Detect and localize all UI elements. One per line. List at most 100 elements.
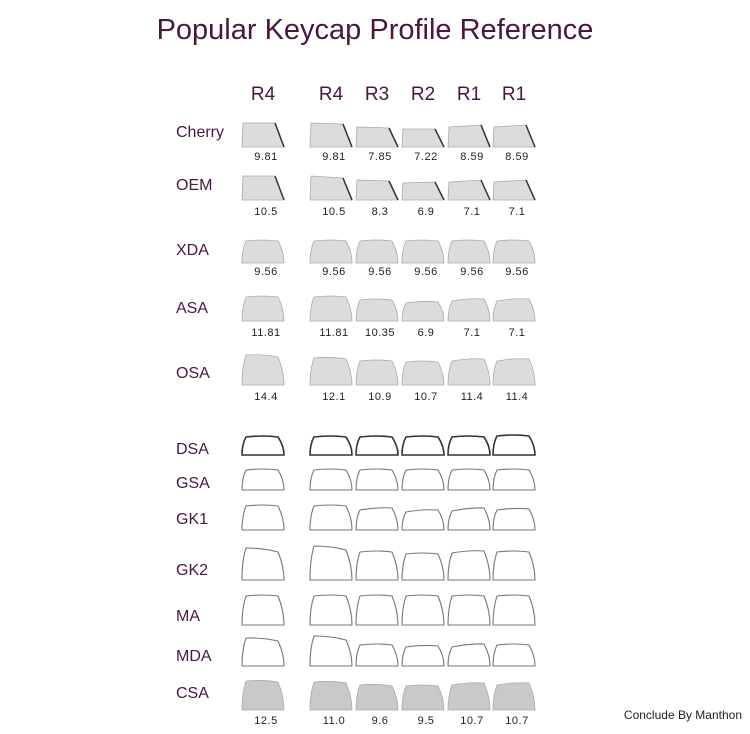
height-value: 7.1 <box>463 206 481 218</box>
keycap-edge-shadow <box>388 127 399 148</box>
height-value: 6.9 <box>417 206 435 218</box>
height-value: 10.5 <box>254 206 278 218</box>
keycap-ma-r3 <box>355 594 399 626</box>
height-value: 7.22 <box>414 151 438 163</box>
profile-label-osa: OSA <box>176 365 210 382</box>
profile-label-xda: XDA <box>176 242 209 259</box>
keycap-gsa-r1 <box>492 468 536 491</box>
keycap-mda-r4 <box>241 637 285 667</box>
column-header: R4 <box>250 84 276 105</box>
keycap-xda-r4 <box>309 239 353 264</box>
keycap-edge-shadow <box>388 180 399 201</box>
keycap-gsa-r4 <box>241 468 285 491</box>
keycap-gsa-r4 <box>309 468 353 491</box>
column-header: R3 <box>364 84 390 105</box>
keycap-edge-shadow <box>525 179 536 201</box>
height-value: 9.81 <box>254 151 278 163</box>
height-value: 8.59 <box>505 151 529 163</box>
keycap-mda-r3 <box>355 643 399 667</box>
credit-text: Conclude By Manthon <box>623 708 742 722</box>
height-value: 11.81 <box>251 327 281 339</box>
keycap-asa-r3 <box>355 298 399 322</box>
profile-label-dsa: DSA <box>176 441 209 458</box>
height-value: 10.7 <box>414 391 438 403</box>
keycap-mda-r1 <box>447 643 491 667</box>
keycap-oem-r1 <box>447 179 491 201</box>
height-value: 6.9 <box>417 327 435 339</box>
keycap-gk2-r1 <box>492 550 536 581</box>
column-header: R4 <box>318 84 344 105</box>
keycap-csa-r2 <box>401 684 445 711</box>
profile-label-gk2: GK2 <box>176 562 209 579</box>
keycap-mda-r1 <box>492 643 536 667</box>
height-value: 12.5 <box>254 715 278 727</box>
keycap-osa-r4 <box>309 357 353 386</box>
keycap-oem-r2 <box>401 181 445 201</box>
keycap-csa-r3 <box>355 684 399 711</box>
height-value: 9.56 <box>254 266 278 278</box>
keycap-ma-r1 <box>492 594 536 626</box>
height-value: 10.5 <box>322 206 346 218</box>
keycap-asa-r4 <box>241 295 285 322</box>
keycap-gk1-r1 <box>492 507 536 531</box>
keycap-asa-r4 <box>309 295 353 322</box>
height-value: 9.56 <box>460 266 484 278</box>
profile-label-csa: CSA <box>176 685 209 702</box>
height-value: 7.85 <box>368 151 392 163</box>
height-value: 11.81 <box>319 327 349 339</box>
page-title: Popular Keycap Profile Reference <box>156 14 594 46</box>
column-header: R1 <box>456 84 482 105</box>
height-value: 11.0 <box>322 715 346 727</box>
keycap-oem-r3 <box>355 179 399 201</box>
keycap-dsa-r2 <box>401 435 445 456</box>
keycap-osa-r1 <box>447 358 491 386</box>
keycap-mda-r2 <box>401 644 445 667</box>
height-value: 7.1 <box>463 327 481 339</box>
profile-label-gsa: GSA <box>176 475 210 492</box>
profile-label-cherry: Cherry <box>176 124 225 141</box>
height-value: 9.81 <box>322 151 346 163</box>
keycap-ma-r4 <box>309 594 353 626</box>
keycap-osa-r4 <box>241 354 285 386</box>
keycap-xda-r1 <box>492 239 536 264</box>
keycap-osa-r3 <box>355 359 399 386</box>
keycap-edge-shadow <box>274 122 285 148</box>
keycap-gsa-r1 <box>447 468 491 491</box>
keycap-cherry-r4 <box>309 122 353 148</box>
keycap-gk2-r2 <box>401 552 445 581</box>
keycap-gk1-r2 <box>401 509 445 531</box>
keycap-dsa-r1 <box>447 435 491 456</box>
keycap-gk1-r4 <box>241 504 285 531</box>
height-value: 7.1 <box>508 206 526 218</box>
keycap-ma-r4 <box>241 594 285 626</box>
keycap-edge-shadow <box>342 177 353 201</box>
keycap-xda-r3 <box>355 239 399 264</box>
keycap-cherry-r1 <box>447 124 491 148</box>
height-value: 10.35 <box>364 327 396 339</box>
keycap-csa-r4 <box>241 680 285 711</box>
height-value: 9.56 <box>322 266 346 278</box>
height-value: 7.1 <box>508 327 526 339</box>
keycap-asa-r1 <box>492 298 536 322</box>
keycap-dsa-r1 <box>492 434 536 456</box>
keycap-gk1-r3 <box>355 507 399 531</box>
keycap-asa-r1 <box>447 298 491 322</box>
keycap-mda-r4 <box>309 635 353 667</box>
height-value: 11.4 <box>505 391 529 403</box>
height-value: 12.1 <box>322 391 346 403</box>
keycap-oem-r4 <box>241 175 285 201</box>
keycap-gsa-r2 <box>401 468 445 491</box>
keycap-gk2-r4 <box>241 547 285 581</box>
height-value: 14.4 <box>254 391 278 403</box>
keycap-gk1-r4 <box>309 504 353 531</box>
keycap-csa-r4 <box>309 681 353 711</box>
keycap-gk1-r1 <box>447 507 491 531</box>
keycap-csa-r1 <box>492 682 536 711</box>
keycap-ma-r1 <box>447 594 491 626</box>
keycap-asa-r2 <box>401 301 445 322</box>
keycap-ma-r2 <box>401 594 445 626</box>
keycap-edge-shadow <box>525 124 536 148</box>
profile-label-gk1: GK1 <box>176 511 209 528</box>
profile-label-mda: MDA <box>176 648 212 665</box>
